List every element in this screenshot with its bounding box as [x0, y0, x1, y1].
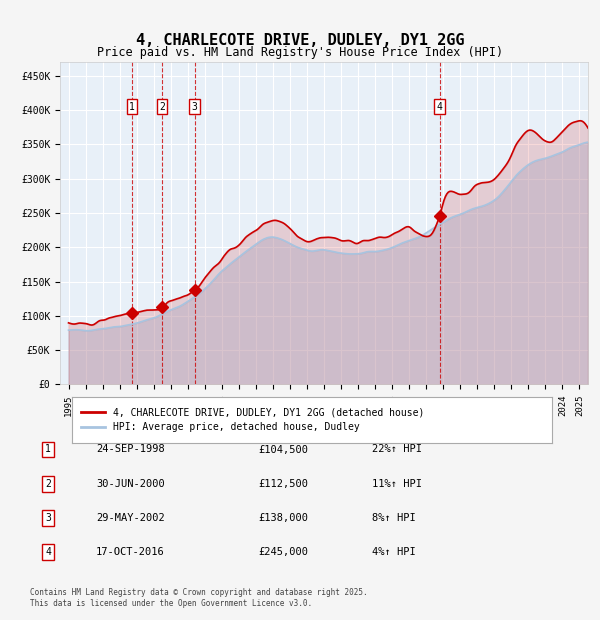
Text: £138,000: £138,000 [258, 513, 308, 523]
Text: 3: 3 [192, 102, 197, 112]
Text: £112,500: £112,500 [258, 479, 308, 489]
Text: 17-OCT-2016: 17-OCT-2016 [96, 547, 165, 557]
Text: 4: 4 [45, 547, 51, 557]
Text: 22%↑ HPI: 22%↑ HPI [372, 445, 422, 454]
Text: 2: 2 [45, 479, 51, 489]
Text: 4, CHARLECOTE DRIVE, DUDLEY, DY1 2GG: 4, CHARLECOTE DRIVE, DUDLEY, DY1 2GG [136, 33, 464, 48]
Text: £104,500: £104,500 [258, 445, 308, 454]
Text: 1: 1 [45, 445, 51, 454]
Text: Contains HM Land Registry data © Crown copyright and database right 2025.
This d: Contains HM Land Registry data © Crown c… [30, 588, 368, 608]
Text: 4%↑ HPI: 4%↑ HPI [372, 547, 416, 557]
Text: 8%↑ HPI: 8%↑ HPI [372, 513, 416, 523]
Text: 11%↑ HPI: 11%↑ HPI [372, 479, 422, 489]
Text: 30-JUN-2000: 30-JUN-2000 [96, 479, 165, 489]
Text: Price paid vs. HM Land Registry's House Price Index (HPI): Price paid vs. HM Land Registry's House … [97, 46, 503, 59]
Text: 1: 1 [129, 102, 135, 112]
Text: 2: 2 [159, 102, 165, 112]
Text: 29-MAY-2002: 29-MAY-2002 [96, 513, 165, 523]
Text: 24-SEP-1998: 24-SEP-1998 [96, 445, 165, 454]
Text: £245,000: £245,000 [258, 547, 308, 557]
Text: 3: 3 [45, 513, 51, 523]
Text: 4: 4 [437, 102, 443, 112]
Legend: 4, CHARLECOTE DRIVE, DUDLEY, DY1 2GG (detached house), HPI: Average price, detac: 4, CHARLECOTE DRIVE, DUDLEY, DY1 2GG (de… [77, 404, 428, 436]
